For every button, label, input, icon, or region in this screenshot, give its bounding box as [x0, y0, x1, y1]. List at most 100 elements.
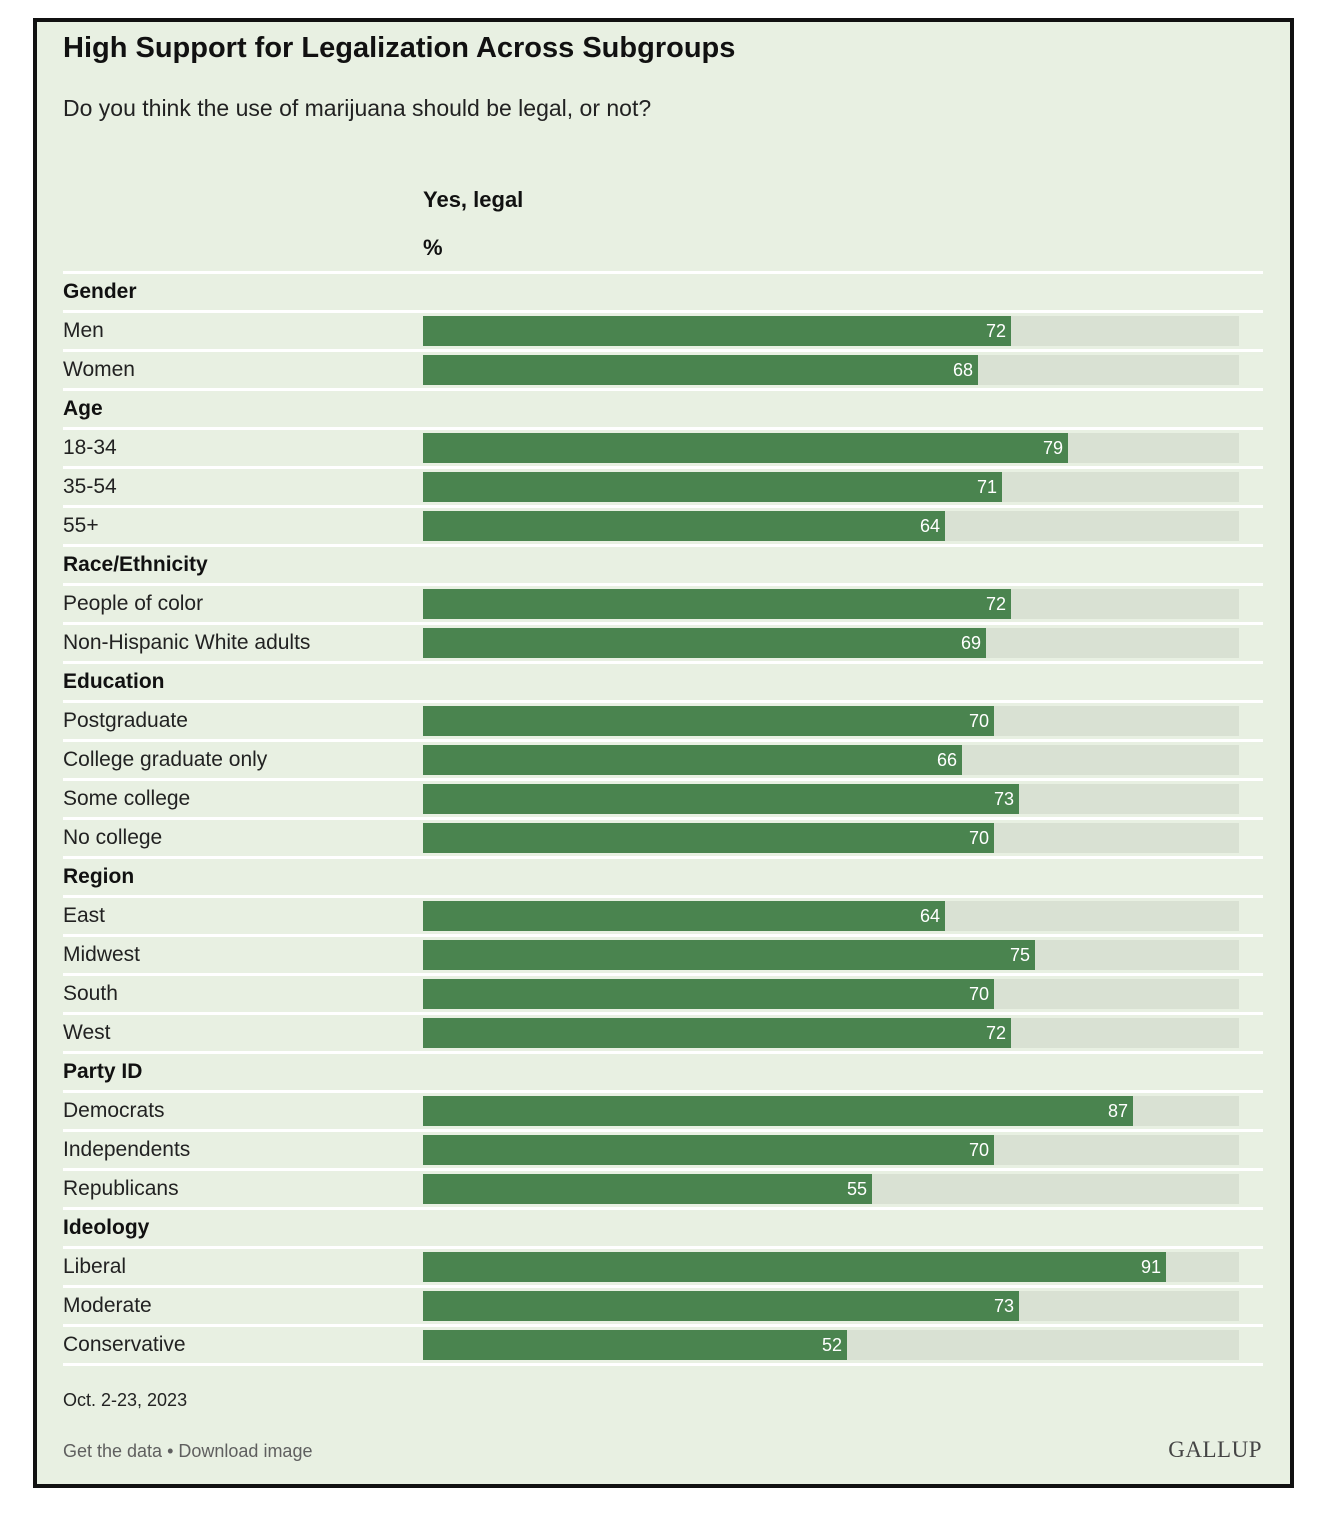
- row-divider: [63, 1051, 1263, 1054]
- data-label: 66: [936, 750, 957, 770]
- category-label: East: [63, 904, 106, 927]
- footer-links: Get the data • Download image: [63, 1441, 312, 1462]
- bar: [423, 589, 1011, 619]
- bar: [423, 433, 1068, 463]
- category-label: South: [63, 982, 118, 1005]
- category-label: 55+: [63, 514, 99, 537]
- row-divider: [63, 1012, 1263, 1015]
- data-label: 87: [1107, 1101, 1128, 1121]
- category-label: Conservative: [63, 1333, 186, 1356]
- bar: [423, 745, 962, 775]
- bar: [423, 511, 945, 541]
- column-unit: %: [423, 235, 443, 260]
- category-label: Independents: [63, 1138, 191, 1161]
- column-header: Yes, legal: [423, 187, 524, 212]
- data-label: 70: [968, 1140, 989, 1160]
- row-divider: [63, 700, 1263, 703]
- row-divider: [63, 817, 1263, 820]
- link-separator: •: [162, 1441, 179, 1461]
- data-label: 70: [968, 711, 989, 731]
- bar: [423, 901, 945, 931]
- data-label: 72: [985, 321, 1006, 341]
- row-divider: [63, 427, 1263, 430]
- bar: [423, 979, 994, 1009]
- category-label: Democrats: [63, 1099, 165, 1122]
- category-label: Republicans: [63, 1177, 179, 1200]
- chart-subtitle: Do you think the use of marijuana should…: [63, 95, 652, 121]
- category-label: 35-54: [63, 475, 117, 498]
- data-label: 70: [968, 828, 989, 848]
- row-divider: [63, 1324, 1263, 1327]
- row-divider: [63, 856, 1263, 859]
- data-label: 79: [1042, 438, 1063, 458]
- row-divider: [63, 1246, 1263, 1249]
- data-label: 64: [919, 906, 940, 926]
- row-divider: [63, 1090, 1263, 1093]
- chart-card: High Support for Legalization Across Sub…: [33, 18, 1294, 1488]
- category-label: Women: [63, 358, 135, 381]
- chart-title: High Support for Legalization Across Sub…: [63, 32, 736, 64]
- data-label: 91: [1140, 1257, 1161, 1277]
- row-divider: [63, 466, 1263, 469]
- data-label: 52: [821, 1335, 842, 1355]
- bar: [423, 1330, 847, 1360]
- bar: [423, 1018, 1011, 1048]
- bar: [423, 940, 1035, 970]
- category-label: Postgraduate: [63, 709, 188, 732]
- row-divider: [63, 349, 1263, 352]
- bar: [423, 784, 1019, 814]
- category-label: West: [63, 1021, 111, 1044]
- category-label: Moderate: [63, 1294, 152, 1317]
- row-divider: [63, 778, 1263, 781]
- data-label: 73: [993, 1296, 1014, 1316]
- bar: [423, 316, 1011, 346]
- data-label: 69: [960, 633, 981, 653]
- gallup-logo: GALLUP: [1168, 1437, 1262, 1462]
- category-label: Midwest: [63, 943, 141, 966]
- category-label: No college: [63, 826, 163, 849]
- group-label: Party ID: [63, 1060, 143, 1083]
- bar: [423, 355, 978, 385]
- category-label: 18-34: [63, 436, 117, 459]
- category-label: College graduate only: [63, 748, 268, 771]
- group-label: Age: [63, 397, 103, 420]
- row-divider: [63, 622, 1263, 625]
- row-divider: [63, 544, 1263, 547]
- bar: [423, 1291, 1019, 1321]
- row-divider: [63, 1168, 1263, 1171]
- row-divider: [63, 895, 1263, 898]
- group-label: Gender: [63, 280, 137, 303]
- row-divider: [63, 934, 1263, 937]
- row-divider: [63, 739, 1263, 742]
- bar: [423, 706, 994, 736]
- row-divider: [63, 1207, 1263, 1210]
- category-label: Non-Hispanic White adults: [63, 631, 311, 654]
- row-divider: [63, 1129, 1263, 1132]
- group-label: Race/Ethnicity: [63, 553, 208, 576]
- data-label: 70: [968, 984, 989, 1004]
- row-divider: [63, 388, 1263, 391]
- row-divider: [63, 310, 1263, 313]
- bar: [423, 1096, 1133, 1126]
- group-label: Education: [63, 670, 165, 693]
- download-image-link[interactable]: Download image: [178, 1441, 313, 1461]
- data-label: 72: [985, 1023, 1006, 1043]
- row-divider: [63, 973, 1263, 976]
- data-label: 75: [1009, 945, 1030, 965]
- survey-date: Oct. 2-23, 2023: [63, 1390, 188, 1410]
- data-label: 55: [846, 1179, 867, 1199]
- group-label: Region: [63, 865, 135, 888]
- get-data-link[interactable]: Get the data: [63, 1441, 163, 1461]
- row-divider: [63, 1363, 1263, 1366]
- bar: [423, 1135, 994, 1165]
- row-divider: [63, 661, 1263, 664]
- row-divider: [63, 505, 1263, 508]
- data-label: 68: [952, 360, 973, 380]
- data-label: 73: [993, 789, 1014, 809]
- bar: [423, 823, 994, 853]
- row-divider: [63, 583, 1263, 586]
- category-label: People of color: [63, 592, 204, 615]
- data-label: 71: [976, 477, 997, 497]
- bar: [423, 1174, 872, 1204]
- data-label: 64: [919, 516, 940, 536]
